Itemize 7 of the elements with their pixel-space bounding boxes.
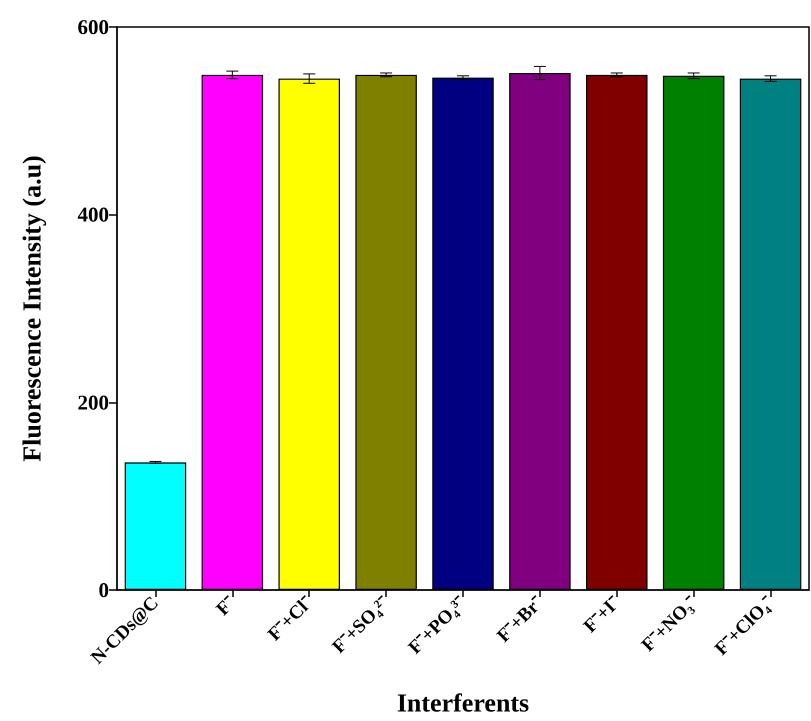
x-tick-label: F⁻ (212, 592, 240, 620)
y-tick-label: 200 (78, 390, 109, 414)
y-axis-title: Fluorescence Intensity (a.u) (18, 155, 46, 462)
y-tick-label: 400 (78, 202, 109, 227)
y-tick-label: 0 (98, 578, 109, 602)
x-axis-title: Interferents (396, 688, 530, 718)
y-tick-label: 600 (78, 15, 109, 39)
